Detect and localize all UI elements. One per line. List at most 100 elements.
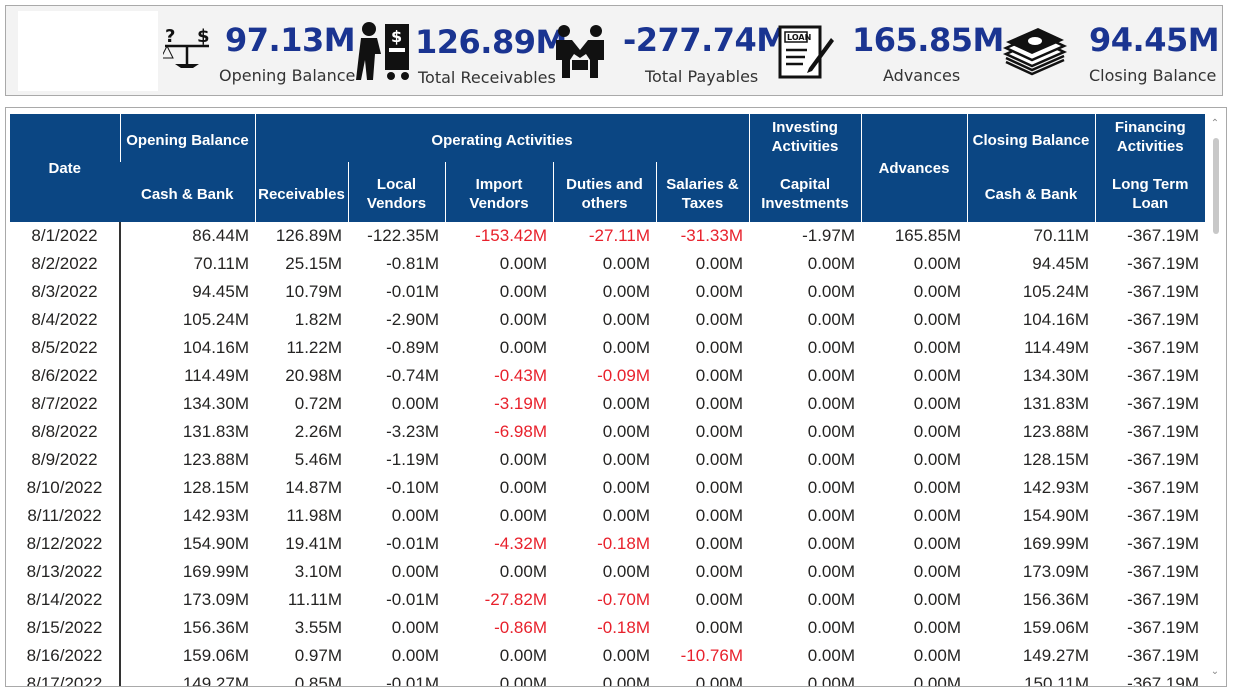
header-import-vendors[interactable]: Import Vendors bbox=[444, 162, 553, 222]
value-cell: 5.46M bbox=[294, 450, 342, 469]
value-cell: -0.09M bbox=[597, 366, 650, 385]
date-cell: 8/13/2022 bbox=[10, 558, 121, 586]
value-cell: 149.27M bbox=[182, 674, 249, 687]
header-cash-bank[interactable]: Cash & Bank bbox=[120, 162, 255, 222]
value-cell: -3.19M bbox=[494, 394, 547, 413]
value-cell: 2.26M bbox=[294, 422, 342, 441]
table-row[interactable]: 8/13/2022 169.99M 3.10M 0.00M 0.00M 0.00M 0.00… bbox=[10, 558, 1205, 586]
value-cell: 0.00M bbox=[913, 450, 961, 469]
value-cell: -0.18M bbox=[597, 618, 650, 637]
value-cell: -367.19M bbox=[1127, 226, 1199, 245]
table-row[interactable]: 8/4/2022 105.24M 1.82M -2.90M 0.00M 0.00M 0.00… bbox=[10, 306, 1205, 334]
svg-text:$: $ bbox=[391, 27, 402, 46]
value-cell: 0.00M bbox=[391, 646, 439, 665]
value-cell: 0.00M bbox=[913, 506, 961, 525]
header-local-vendors[interactable]: Local Vendors bbox=[347, 162, 445, 222]
table-row[interactable]: 8/6/2022 114.49M 20.98M -0.74M -0.43M -0.09M 0… bbox=[10, 362, 1205, 390]
value-cell: 0.00M bbox=[913, 478, 961, 497]
header-closing-cash-bank[interactable]: Cash & Bank bbox=[966, 162, 1095, 222]
value-cell: 20.98M bbox=[285, 366, 342, 385]
table-row[interactable]: 8/5/2022 104.16M 11.22M -0.89M 0.00M 0.00M 0.0… bbox=[10, 334, 1205, 362]
value-cell: -367.19M bbox=[1127, 450, 1199, 469]
table-row[interactable]: 8/2/2022 70.11M 25.15M -0.81M 0.00M 0.00M 0.00… bbox=[10, 250, 1205, 278]
table-row[interactable]: 8/1/2022 86.44M 126.89M -122.35M -153.42M -27… bbox=[10, 222, 1205, 250]
value-cell: 0.00M bbox=[695, 338, 743, 357]
kpi-bar: ? $ 97.13M Opening Balance $ 126.89M Tot… bbox=[5, 5, 1223, 96]
people-handshake-icon bbox=[556, 25, 604, 78]
value-cell: -4.32M bbox=[494, 534, 547, 553]
header-financing-activities[interactable]: Financing Activities bbox=[1094, 114, 1205, 162]
date-cell: 8/15/2022 bbox=[10, 614, 121, 642]
table-row[interactable]: 8/11/2022 142.93M 11.98M 0.00M 0.00M 0.00M 0.0… bbox=[10, 502, 1205, 530]
value-cell: 0.00M bbox=[807, 674, 855, 687]
value-cell: 0.00M bbox=[499, 254, 547, 273]
value-cell: 0.00M bbox=[695, 590, 743, 609]
closing-balance-label: Closing Balance bbox=[1089, 66, 1217, 85]
scroll-thumb[interactable] bbox=[1213, 138, 1219, 234]
value-cell: 0.00M bbox=[807, 310, 855, 329]
header-closing-balance[interactable]: Closing Balance bbox=[966, 114, 1095, 162]
table-row[interactable]: 8/8/2022 131.83M 2.26M -3.23M -6.98M 0.00M 0.0… bbox=[10, 418, 1205, 446]
value-cell: -6.98M bbox=[494, 422, 547, 441]
value-cell: -0.01M bbox=[386, 674, 439, 687]
value-cell: 128.15M bbox=[1022, 450, 1089, 469]
table-row[interactable]: 8/14/2022 173.09M 11.11M -0.01M -27.82M -0.70… bbox=[10, 586, 1205, 614]
value-cell: 0.00M bbox=[499, 646, 547, 665]
table-row[interactable]: 8/17/2022 149.27M 0.85M -0.01M 0.00M 0.00M 0.0… bbox=[10, 670, 1205, 687]
value-cell: 0.00M bbox=[807, 534, 855, 553]
value-cell: -367.19M bbox=[1127, 590, 1199, 609]
header-salaries-taxes[interactable]: Salaries & Taxes bbox=[655, 162, 749, 222]
value-cell: 159.06M bbox=[182, 646, 249, 665]
header-capital-investments[interactable]: Capital Investments bbox=[748, 162, 861, 222]
value-cell: 0.00M bbox=[499, 562, 547, 581]
value-cell: 0.00M bbox=[695, 394, 743, 413]
value-cell: -0.43M bbox=[494, 366, 547, 385]
header-duties-others[interactable]: Duties and others bbox=[552, 162, 656, 222]
value-cell: 0.00M bbox=[499, 282, 547, 301]
table-row[interactable]: 8/12/2022 154.90M 19.41M -0.01M -4.32M -0.18M… bbox=[10, 530, 1205, 558]
header-investing-activities[interactable]: Investing Activities bbox=[748, 114, 861, 162]
header-receivables[interactable]: Receivables bbox=[254, 162, 348, 222]
logo-placeholder bbox=[18, 11, 158, 91]
value-cell: 169.99M bbox=[182, 562, 249, 581]
value-cell: 11.11M bbox=[287, 590, 342, 609]
value-cell: 0.00M bbox=[913, 618, 961, 637]
table-row[interactable]: 8/7/2022 134.30M 0.72M 0.00M -3.19M 0.00M 0.00… bbox=[10, 390, 1205, 418]
value-cell: 134.30M bbox=[1022, 366, 1089, 385]
scroll-down-icon[interactable]: ⌄ bbox=[1210, 666, 1220, 677]
header-advances[interactable]: Advances bbox=[860, 114, 967, 222]
value-cell: -367.19M bbox=[1127, 366, 1199, 385]
svg-text:?: ? bbox=[165, 26, 175, 47]
value-cell: -153.42M bbox=[475, 226, 547, 245]
table-row[interactable]: 8/9/2022 123.88M 5.46M -1.19M 0.00M 0.00M 0.00… bbox=[10, 446, 1205, 474]
value-cell: 0.00M bbox=[913, 534, 961, 553]
value-cell: 0.00M bbox=[499, 310, 547, 329]
opening-balance-value: 97.13M bbox=[225, 21, 356, 59]
value-cell: -367.19M bbox=[1127, 534, 1199, 553]
table-row[interactable]: 8/10/2022 128.15M 14.87M -0.10M 0.00M 0.00M 0.… bbox=[10, 474, 1205, 502]
value-cell: 0.00M bbox=[602, 450, 650, 469]
value-cell: 0.00M bbox=[807, 450, 855, 469]
header-date[interactable]: Date bbox=[10, 114, 120, 222]
vertical-scrollbar[interactable]: ⌃ ⌄ bbox=[1210, 118, 1220, 678]
date-cell: 8/12/2022 bbox=[10, 530, 121, 558]
value-cell: 70.11M bbox=[1033, 226, 1089, 245]
table-row[interactable]: 8/3/2022 94.45M 10.79M -0.01M 0.00M 0.00M 0.00… bbox=[10, 278, 1205, 306]
scroll-up-icon[interactable]: ⌃ bbox=[1210, 118, 1220, 129]
value-cell: 0.00M bbox=[695, 310, 743, 329]
table-row[interactable]: 8/15/2022 156.36M 3.55M 0.00M -0.86M -0.18M 0.… bbox=[10, 614, 1205, 642]
value-cell: 0.00M bbox=[602, 422, 650, 441]
value-cell: 104.16M bbox=[1022, 310, 1089, 329]
value-cell: 0.00M bbox=[695, 366, 743, 385]
total-receivables-value: 126.89M bbox=[415, 23, 567, 61]
header-opening-balance[interactable]: Opening Balance bbox=[119, 114, 255, 162]
header-long-term-loan[interactable]: Long Term Loan bbox=[1094, 162, 1205, 222]
table-row[interactable]: 8/16/2022 159.06M 0.97M 0.00M 0.00M 0.00M -10.… bbox=[10, 642, 1205, 670]
date-cell: 8/8/2022 bbox=[10, 418, 121, 446]
header-operating-activities[interactable]: Operating Activities bbox=[254, 114, 749, 162]
value-cell: 0.00M bbox=[913, 394, 961, 413]
advances-value: 165.85M bbox=[852, 21, 1004, 59]
value-cell: 10.79M bbox=[285, 282, 342, 301]
value-cell: 165.85M bbox=[894, 226, 961, 245]
value-cell: 0.00M bbox=[807, 282, 855, 301]
